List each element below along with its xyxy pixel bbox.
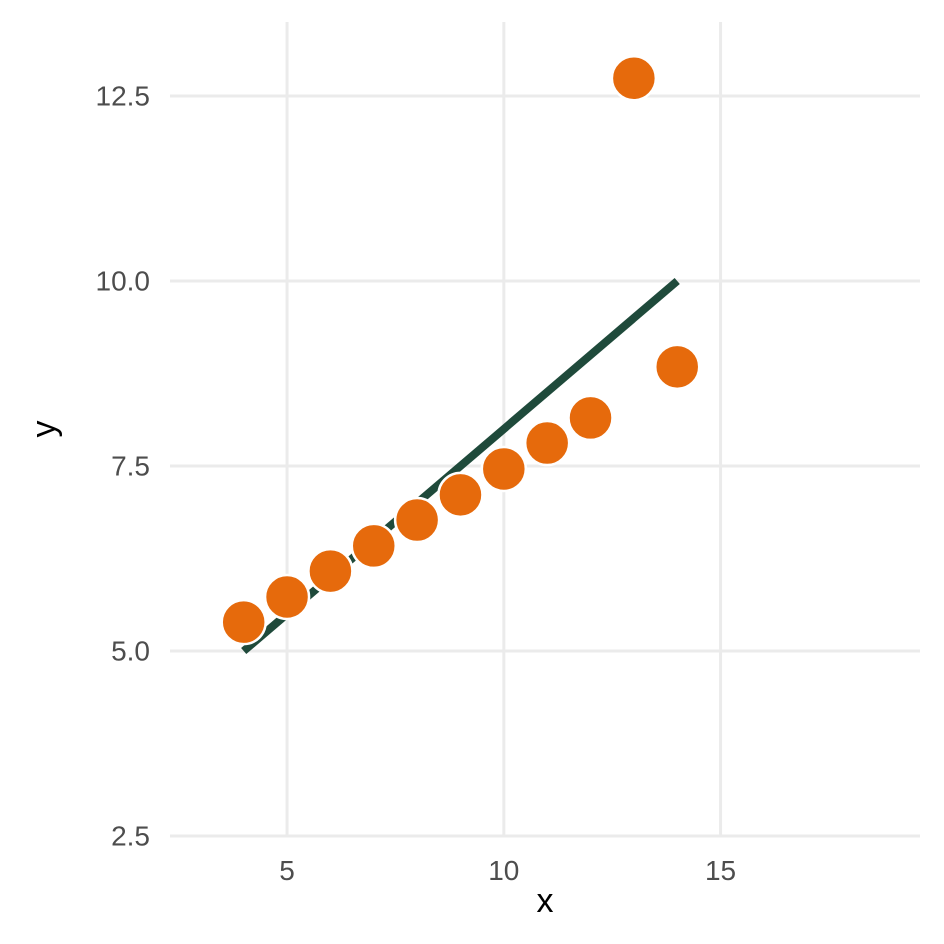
y-axis-ticks: 2.5 5.0 7.5 10.0 12.5: [96, 81, 151, 852]
y-tick-label-2: 7.5: [111, 451, 150, 482]
x-axis-title: x: [537, 882, 554, 920]
data-point-2: [307, 547, 354, 595]
data-point-1: [263, 573, 311, 621]
fit-line-layer: [241, 277, 680, 655]
data-point-7: [523, 419, 571, 467]
data-point-6: [480, 445, 528, 493]
data-point-4: [393, 496, 441, 544]
y-axis-title: y: [25, 421, 63, 438]
data-point-0: [220, 598, 267, 646]
y-tick-label-3: 10.0: [96, 266, 151, 297]
data-point-5: [437, 471, 484, 519]
x-tick-label-0: 5: [279, 855, 295, 886]
data-point-3: [350, 522, 398, 570]
fit-line: [241, 277, 680, 655]
data-point-9: [610, 54, 658, 102]
points-layer: [220, 54, 701, 646]
x-tick-label-1: 10: [488, 855, 519, 886]
y-tick-label-4: 12.5: [96, 81, 151, 112]
x-tick-label-2: 15: [705, 855, 736, 886]
data-point-10: [653, 343, 701, 391]
x-axis-ticks: 5 10 15: [279, 855, 736, 886]
data-point-8: [567, 394, 614, 442]
y-tick-label-0: 2.5: [111, 821, 150, 852]
y-tick-label-1: 5.0: [111, 636, 150, 667]
